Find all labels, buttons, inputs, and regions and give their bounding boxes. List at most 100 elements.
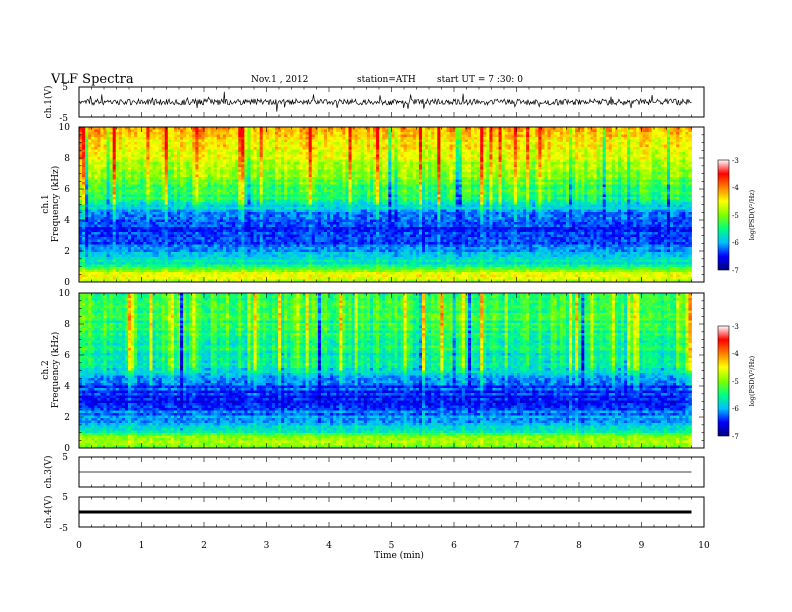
- spectrogram-cell: [143, 217, 147, 220]
- spectrogram-cell: [287, 164, 291, 168]
- spectrogram-cell: [290, 139, 294, 143]
- spectrogram-cell: [213, 179, 218, 183]
- spectrogram-cell: [118, 269, 123, 273]
- spectrogram-cell: [177, 189, 181, 193]
- spectrogram-cell: [232, 229, 236, 233]
- spectrogram-cell: [216, 144, 221, 148]
- spectrogram-cell: [115, 139, 120, 143]
- spectrogram-cell: [177, 244, 181, 248]
- spectrogram-cell: [299, 217, 303, 220]
- spectrogram-cell: [112, 242, 117, 245]
- spectrogram-cell: [244, 162, 248, 165]
- spectrogram-cell: [299, 134, 303, 138]
- spectrogram-cell: [128, 244, 132, 248]
- spectrogram-cell: [317, 179, 322, 183]
- spectrogram-cell: [235, 169, 239, 173]
- spectrogram-cell: [124, 212, 129, 215]
- spectrogram-cell: [134, 254, 138, 258]
- spectrogram-cell: [103, 242, 107, 245]
- spectrogram-cell: [121, 144, 126, 148]
- spectrogram-cell: [247, 189, 251, 193]
- spectrogram-cell: [253, 172, 258, 175]
- spectrogram-cell: [164, 179, 169, 183]
- spectrogram-cell: [134, 277, 138, 280]
- spectrogram-cell: [235, 219, 239, 223]
- spectrogram-cell: [241, 209, 245, 213]
- spectrogram-cell: [149, 277, 153, 280]
- spectrogram-cell: [244, 192, 248, 195]
- spectrogram-cell: [222, 257, 227, 260]
- spectrogram-cell: [198, 127, 202, 130]
- spectrogram-cell: [115, 172, 120, 175]
- spectrogram-cell: [210, 154, 215, 158]
- spectrogram-cell: [152, 174, 156, 178]
- spectrogram-cell: [305, 249, 310, 253]
- spectrogram-cell: [287, 262, 291, 265]
- spectrogram-cell: [88, 262, 92, 265]
- spectrogram-cell: [143, 194, 147, 198]
- spectrogram-cell: [177, 194, 181, 198]
- spectrogram-cell: [137, 277, 141, 280]
- spectrogram-cell: [155, 272, 160, 275]
- spectrogram-cell: [115, 217, 120, 220]
- spectrogram-cell: [210, 272, 215, 275]
- spectrogram-cell: [85, 134, 89, 138]
- spectrogram-cell: [201, 147, 205, 150]
- spectrogram-cell: [308, 264, 313, 268]
- spectrogram-cell: [177, 132, 181, 135]
- spectrogram-cell: [115, 267, 120, 270]
- spectrogram-cell: [219, 269, 224, 273]
- spectrogram-cell: [256, 184, 261, 188]
- spectrogram-cell: [177, 214, 181, 218]
- spectrogram-cell: [268, 134, 273, 138]
- spectrogram-cell: [143, 159, 147, 163]
- spectrogram-cell: [118, 134, 123, 138]
- spectrogram-cell: [192, 142, 196, 145]
- spectrogram-cell: [109, 247, 114, 250]
- spectrogram-cell: [173, 257, 178, 260]
- spectrogram-cell: [158, 259, 163, 263]
- spectrogram-cell: [204, 264, 209, 268]
- spectrogram-cell: [216, 152, 221, 155]
- spectrogram-cell: [247, 127, 251, 130]
- spectrogram-cell: [180, 252, 184, 255]
- spectrogram-cell: [247, 247, 251, 250]
- spectrogram-cell: [290, 167, 294, 170]
- spectrogram-cell: [265, 129, 270, 133]
- spectrogram-cell: [134, 222, 138, 225]
- spectrogram-cell: [314, 254, 319, 258]
- spectrogram-cell: [299, 254, 303, 258]
- spectrogram-cell: [253, 199, 258, 203]
- spectrogram-cell: [265, 257, 270, 260]
- spectrogram-cell: [247, 177, 251, 180]
- spectrogram-cell: [109, 159, 114, 163]
- spectrogram-cell: [128, 169, 132, 173]
- spectrogram-cell: [124, 209, 129, 213]
- spectrogram-cell: [253, 249, 258, 253]
- spectrogram-cell: [164, 224, 169, 228]
- spectrogram-cell: [121, 214, 126, 218]
- spectrogram-cell: [305, 179, 310, 183]
- spectrogram-cell: [82, 139, 86, 143]
- spectrogram-cell: [100, 139, 104, 143]
- spectrogram-cell: [198, 219, 202, 223]
- spectrogram-cell: [287, 264, 291, 268]
- spectrogram-cell: [131, 222, 135, 225]
- spectrogram-cell: [155, 232, 160, 235]
- spectrogram-cell: [183, 194, 187, 198]
- spectrogram-cell: [124, 202, 129, 205]
- spectrogram-cell: [149, 127, 153, 130]
- spectrogram-cell: [134, 174, 138, 178]
- spectrogram-cell: [201, 272, 205, 275]
- spectrogram-cell: [210, 187, 215, 190]
- spectrogram-cell: [146, 224, 150, 228]
- spectrogram-cell: [103, 237, 107, 240]
- spectrogram-cell: [290, 204, 294, 208]
- spectrogram-cell: [161, 212, 166, 215]
- spectrogram-cell: [216, 127, 221, 130]
- spectrogram-cell: [131, 242, 135, 245]
- spectrogram-cell: [91, 192, 95, 195]
- spectrogram-cell: [219, 262, 224, 265]
- spectrogram-cell: [115, 177, 120, 180]
- spectrogram-cell: [106, 239, 111, 243]
